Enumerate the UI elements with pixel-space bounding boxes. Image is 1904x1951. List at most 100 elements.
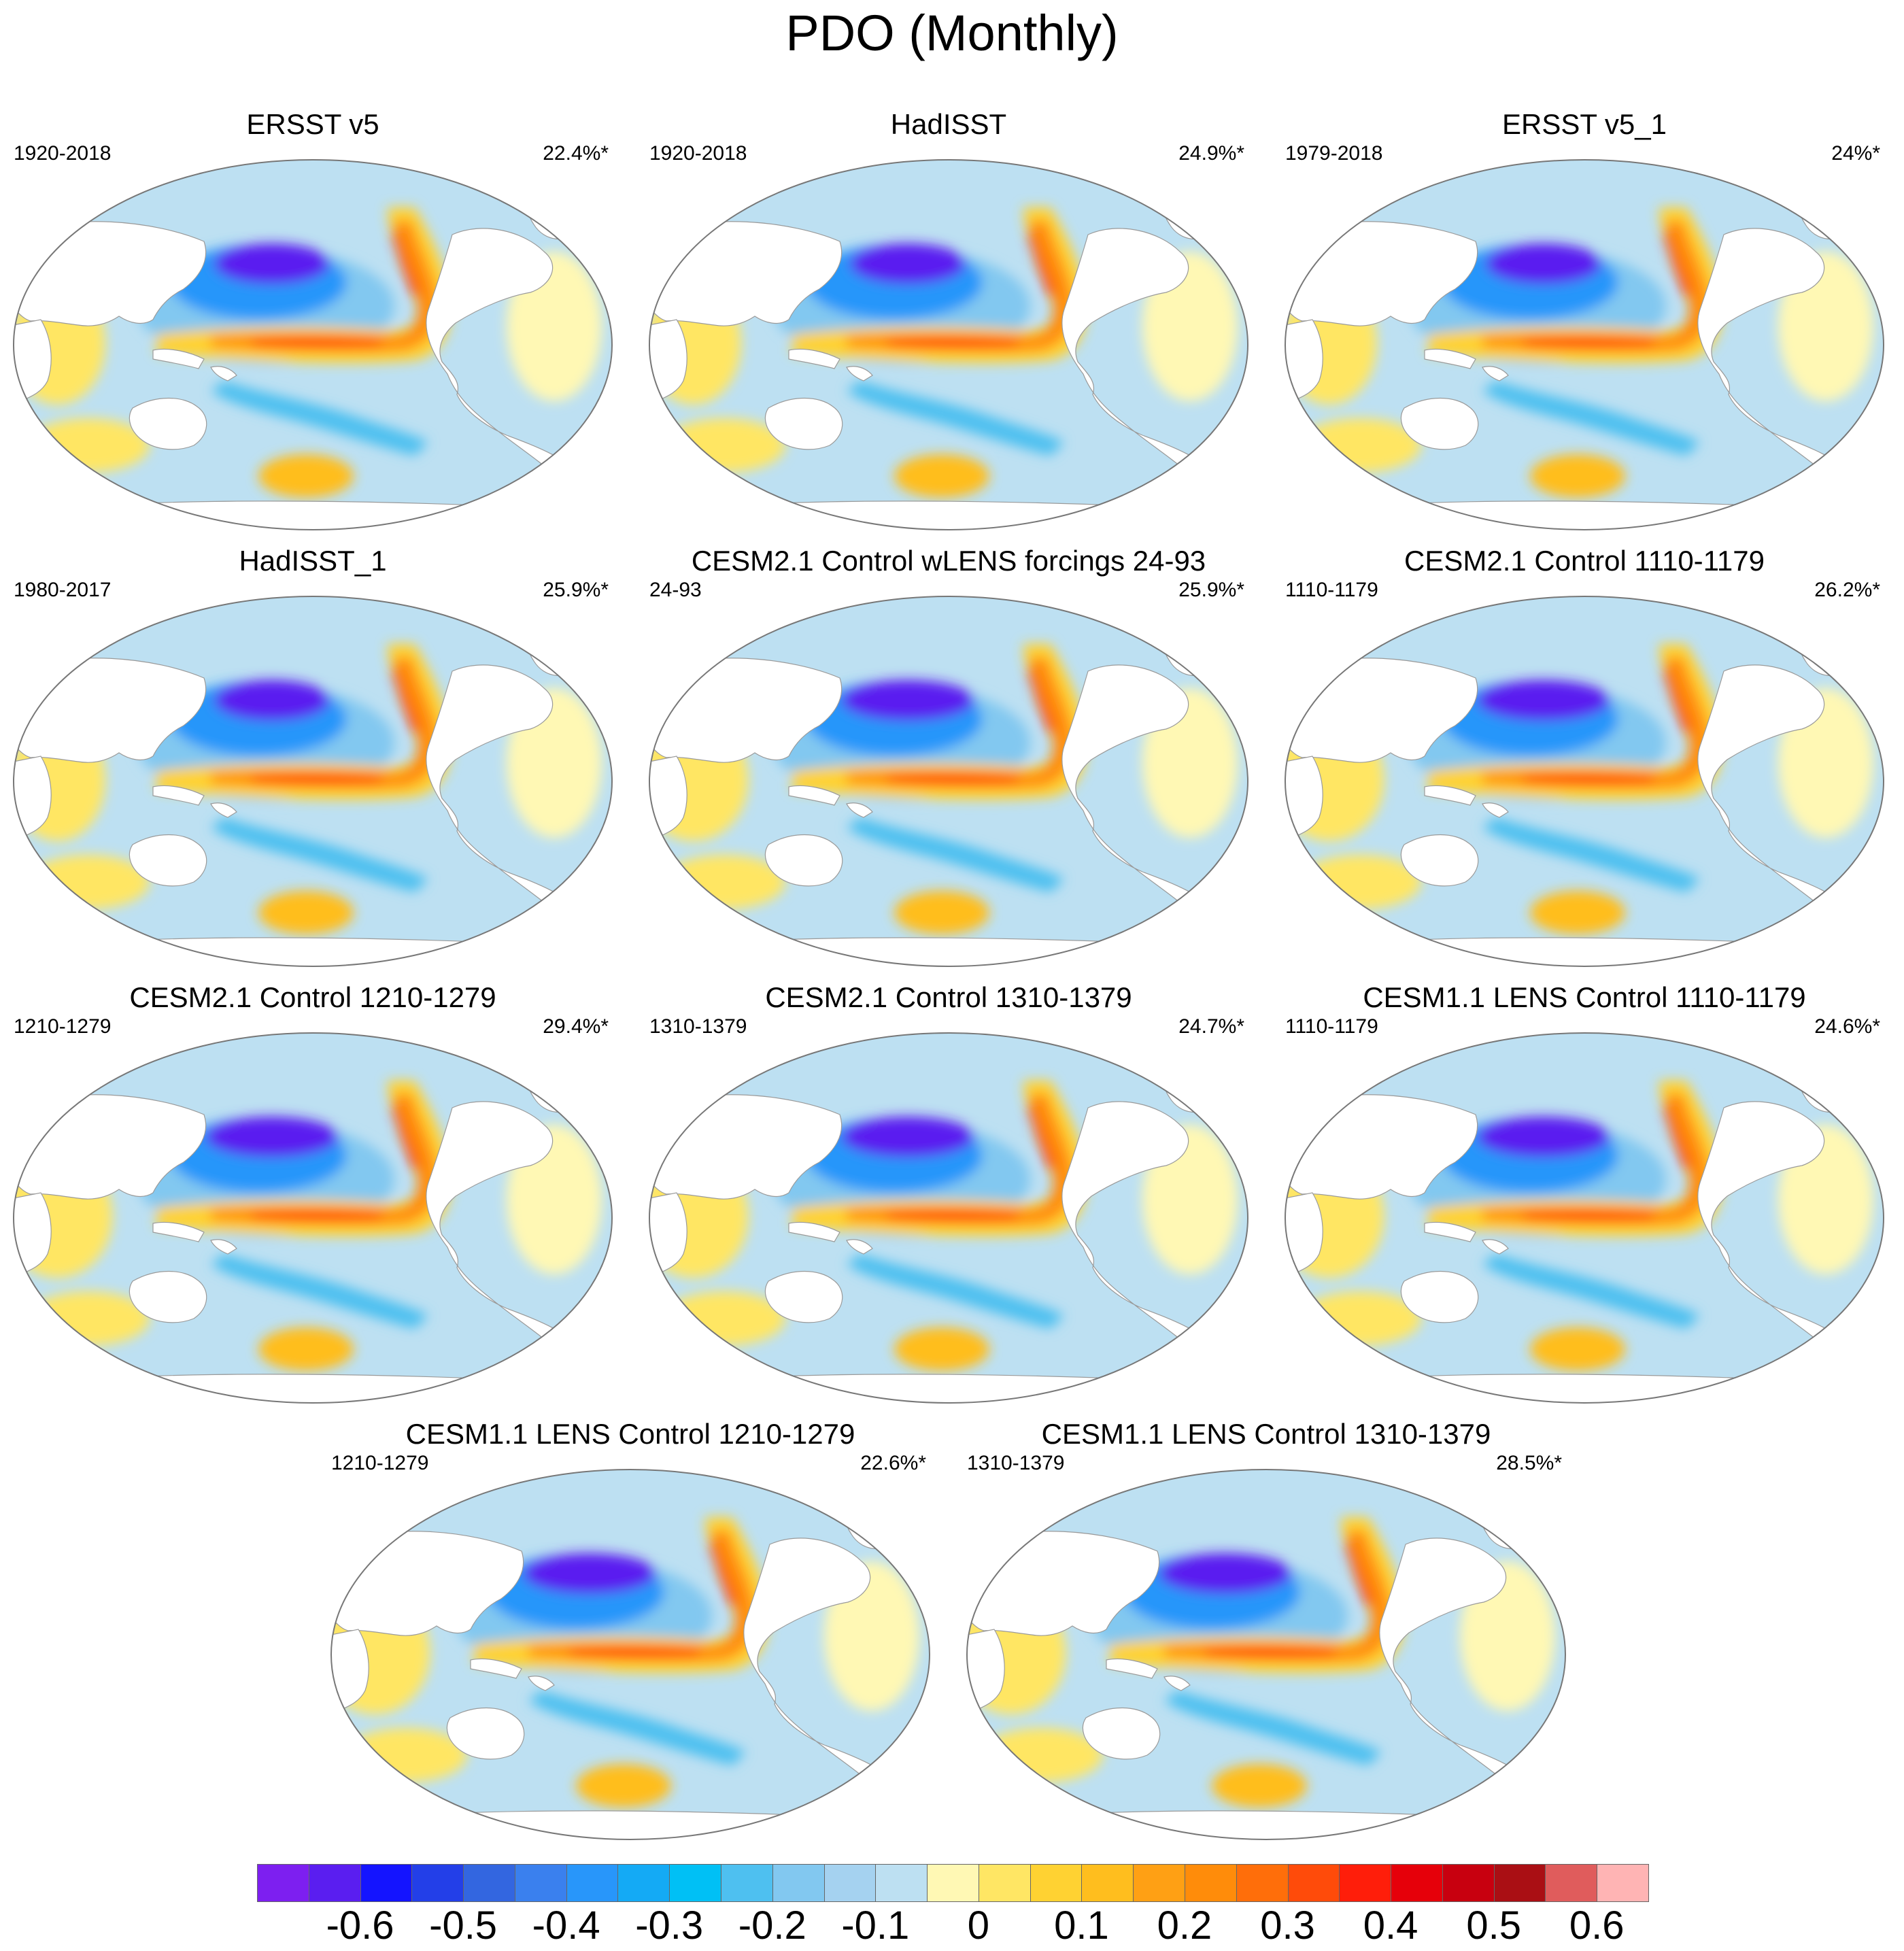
map-panel: CESM2.1 Control 1310-1379 1310-1379 24.7%* <box>643 981 1255 1409</box>
south-pacific-warm <box>258 454 354 498</box>
coastal-warm-core <box>1663 231 1690 296</box>
colorbar-box <box>823 1864 877 1902</box>
equatorial-warm-core <box>252 775 382 783</box>
north-pacific-cool-core <box>214 680 330 721</box>
land-indonesia <box>1424 785 1476 806</box>
south-pacific-cool <box>847 381 1064 456</box>
equatorial-warm-core <box>252 338 382 347</box>
land-indonesia <box>152 785 205 806</box>
colorbar-tick-label: 0.5 <box>1466 1903 1521 1948</box>
map-frame <box>649 596 1248 967</box>
colorbar-tick-label: 0 <box>967 1903 989 1948</box>
panel-period: 1310-1379 <box>967 1452 1065 1474</box>
land-australia <box>129 834 207 887</box>
south-pacific-warm <box>258 891 354 934</box>
land-indonesia <box>152 1221 205 1242</box>
coastal-warm-core <box>709 1541 736 1606</box>
equatorial-warm-core <box>1523 1211 1654 1220</box>
colorbar-box <box>978 1864 1031 1902</box>
explained-variance: 29.4%* <box>543 1015 609 1038</box>
coastal-warm-core <box>1027 1104 1055 1169</box>
land-indonesia2 <box>1482 366 1509 381</box>
panel-period: 1980-2017 <box>14 579 112 601</box>
land-antarctica <box>669 1374 1229 1403</box>
colorbar-box <box>1597 1864 1649 1902</box>
colorbar-tick-label: -0.6 <box>326 1903 394 1948</box>
sst-anomaly-pattern <box>649 207 1238 498</box>
map-field <box>331 1470 930 1839</box>
south-pacific-cool <box>1482 817 1700 892</box>
south-pacific-warm <box>894 1327 989 1371</box>
equatorial-warm-core <box>1523 338 1654 347</box>
colorbar-box <box>360 1864 413 1902</box>
colorbar-box <box>617 1864 670 1902</box>
horseshoe-outer-warm <box>1110 1517 1405 1674</box>
equatorial-warm-core <box>887 338 1018 347</box>
explained-variance: 24%* <box>1831 142 1880 165</box>
land-australia <box>129 1271 207 1323</box>
map-field <box>649 160 1248 530</box>
land-indonesia2 <box>846 366 873 381</box>
map-plot <box>966 1469 1566 1840</box>
map-field <box>649 596 1248 966</box>
map-panel: ERSST v5_1 1979-2018 24%* <box>1278 107 1890 536</box>
map-panel: CESM1.1 LENS Control 1210-1279 1210-1279 2… <box>324 1417 936 1846</box>
horseshoe-outer-warm <box>474 1517 769 1674</box>
panel-period: 1920-2018 <box>649 142 747 165</box>
coastal-warm-core <box>1663 668 1690 732</box>
land-australia <box>1400 398 1479 450</box>
panel-title: CESM2.1 Control 1210-1279 <box>129 981 496 1013</box>
panel-title: ERSST v5 <box>246 108 379 140</box>
land-australia <box>764 398 843 450</box>
map-plot <box>649 159 1248 530</box>
map-panel: CESM2.1 Control 1210-1279 1210-1279 29.4%* <box>7 981 619 1409</box>
colorbar-tick-label: 0.6 <box>1569 1903 1625 1948</box>
map-plot <box>1285 159 1884 530</box>
panel-title: CESM2.1 Control wLENS forcings 24-93 <box>691 545 1206 577</box>
panel-period: 1920-2018 <box>14 142 112 165</box>
panel-title: CESM2.1 Control 1310-1379 <box>765 981 1132 1013</box>
map-panel: CESM1.1 LENS Control 1310-1379 1310-1379 2… <box>960 1417 1572 1846</box>
colorbar <box>257 1864 1649 1902</box>
equatorial-warm-core <box>1523 775 1654 783</box>
horseshoe-outer-warm <box>156 1081 452 1237</box>
south-pacific-warm <box>894 454 989 498</box>
map-frame <box>966 1469 1566 1840</box>
explained-variance: 24.7%* <box>1178 1015 1244 1038</box>
colorbar-tick-label: -0.3 <box>635 1903 704 1948</box>
explained-variance: 22.4%* <box>543 142 609 165</box>
map-field <box>14 160 612 530</box>
land-antarctica <box>669 501 1229 530</box>
map-frame <box>330 1469 930 1840</box>
panel-period: 1310-1379 <box>649 1015 747 1038</box>
colorbar-box <box>669 1864 721 1902</box>
map-field <box>967 1470 1565 1839</box>
coastal-warm-core <box>1663 1104 1690 1169</box>
horseshoe-mid-warm <box>1164 1531 1392 1662</box>
map-panel: CESM2.1 Control wLENS forcings 24-93 24-9… <box>643 544 1255 972</box>
colorbar-box <box>1391 1864 1443 1902</box>
colorbar-box <box>927 1864 979 1902</box>
explained-variance: 22.6%* <box>860 1452 926 1474</box>
panel-title: HadISST_1 <box>239 545 387 577</box>
land-indonesia <box>788 348 840 369</box>
south-pacific-warm <box>894 891 989 934</box>
equatorial-warm-core <box>569 1648 700 1657</box>
horseshoe-mid-warm <box>1482 658 1710 789</box>
horseshoe-mid-warm <box>1482 1094 1710 1225</box>
north-pacific-cool-core <box>1477 680 1610 721</box>
south-pacific-cool <box>528 1691 746 1765</box>
explained-variance: 25.9%* <box>1178 579 1244 601</box>
coastal-warm-core <box>392 231 419 296</box>
map-plot <box>13 1032 613 1404</box>
horseshoe-outer-warm <box>792 207 1087 364</box>
land-australia <box>129 398 207 450</box>
horseshoe-mid-warm <box>847 221 1074 352</box>
land-antarctica <box>669 937 1229 966</box>
panel-title: CESM1.1 LENS Control 1110-1179 <box>1363 981 1806 1013</box>
land-indonesia2 <box>1482 802 1509 818</box>
coastal-warm-core <box>1027 231 1055 296</box>
map-panel: HadISST_1 1980-2017 25.9%* <box>7 544 619 972</box>
colorbar-box <box>463 1864 515 1902</box>
